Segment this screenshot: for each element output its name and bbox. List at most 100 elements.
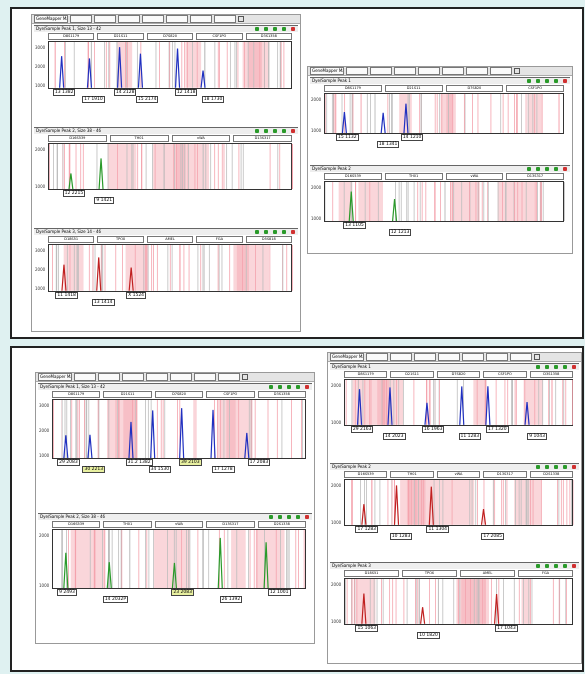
allele-call-label[interactable]: 26 1392 xyxy=(219,595,243,603)
marker-box[interactable]: D3S1358 xyxy=(257,391,307,398)
allele-call-label[interactable]: 15 2174 xyxy=(135,95,159,103)
marker-box[interactable]: CSF1PO xyxy=(506,85,564,92)
close-icon[interactable] xyxy=(534,354,540,360)
allele-call-label[interactable]: 15 1063 xyxy=(355,625,379,633)
allele-call-label[interactable]: 17 1278 xyxy=(212,466,235,474)
marker-box[interactable]: D16S539 xyxy=(344,470,388,478)
allele-call-label[interactable]: 18 1341 xyxy=(376,141,400,149)
allele-call-label[interactable]: 17 1320 xyxy=(485,425,509,433)
marker-box[interactable]: TH01 xyxy=(109,134,169,142)
marker-box[interactable]: D18S51 xyxy=(48,236,95,244)
allele-call-label[interactable]: 17 2083 xyxy=(247,459,271,467)
marker-box[interactable]: D13S317 xyxy=(206,520,255,528)
marker-box[interactable]: FGA xyxy=(196,236,243,244)
marker-box[interactable]: D5S818 xyxy=(245,236,293,244)
toolbar-field[interactable] xyxy=(170,373,192,381)
allele-call-label[interactable]: 12 1001 xyxy=(267,588,291,596)
allele-call-label[interactable]: 17 1043 xyxy=(495,625,518,633)
toolbar-field[interactable] xyxy=(194,373,216,381)
toolbar-field[interactable] xyxy=(394,67,416,75)
marker-box[interactable]: TPOX xyxy=(402,570,457,578)
allele-call-label[interactable]: 30 2213 xyxy=(82,466,106,474)
toolbar-field[interactable] xyxy=(442,67,464,75)
marker-box[interactable]: AMEL xyxy=(146,236,194,244)
marker-box[interactable]: D3S1358 xyxy=(529,371,574,378)
marker-box[interactable]: vWA xyxy=(171,134,231,142)
allele-call-label[interactable]: 10 1820 xyxy=(417,632,440,640)
marker-box[interactable]: D7S820 xyxy=(445,85,504,92)
allele-call-label[interactable]: 34 1530 xyxy=(148,466,172,474)
toolbar-field[interactable] xyxy=(214,15,236,23)
marker-box[interactable]: D7S820 xyxy=(436,371,481,378)
toolbar-field[interactable] xyxy=(190,15,212,23)
marker-box[interactable]: vWA xyxy=(154,520,204,528)
marker-box[interactable]: D21S11 xyxy=(390,371,434,378)
marker-box[interactable]: D16S539 xyxy=(324,172,382,180)
marker-box[interactable]: D18S51 xyxy=(344,570,399,578)
allele-call-label[interactable]: 9 1421 xyxy=(94,197,115,205)
marker-box[interactable]: D21S11 xyxy=(384,85,443,92)
allele-call-label[interactable]: 14 1210 xyxy=(400,134,424,142)
marker-box[interactable]: CSF1PO xyxy=(196,33,243,40)
allele-call-label[interactable]: 29 2083 xyxy=(57,459,80,467)
toolbar-field[interactable] xyxy=(486,353,508,361)
allele-call-label[interactable]: 13 1382 xyxy=(52,88,76,96)
marker-box[interactable]: D8S1179 xyxy=(344,371,388,378)
marker-box[interactable]: CSF1PO xyxy=(483,371,527,378)
toolbar-field[interactable] xyxy=(390,353,412,361)
allele-call-label[interactable]: 11 1304 xyxy=(426,525,450,533)
allele-call-label[interactable]: 13 1414 xyxy=(91,299,115,307)
marker-box[interactable]: TH01 xyxy=(384,172,443,180)
allele-call-label[interactable]: 9 1043 xyxy=(527,432,547,440)
toolbar-field[interactable] xyxy=(466,67,488,75)
allele-call-label[interactable]: 17 1283 xyxy=(355,525,379,533)
toolbar-field[interactable] xyxy=(414,353,436,361)
marker-box[interactable]: D3S1358 xyxy=(245,33,293,40)
toolbar-field[interactable] xyxy=(142,15,164,23)
toolbar-field[interactable] xyxy=(490,67,512,75)
marker-box[interactable]: D21S11 xyxy=(103,391,152,398)
allele-call-label[interactable]: 16 1963 xyxy=(421,425,445,433)
toolbar-field[interactable] xyxy=(218,373,240,381)
close-icon[interactable] xyxy=(238,16,244,22)
allele-call-label[interactable]: 11 1283 xyxy=(458,432,482,440)
close-icon[interactable] xyxy=(514,68,520,74)
allele-call-label[interactable]: 12 2215 xyxy=(62,190,86,198)
allele-call-label[interactable]: 12 1213 xyxy=(388,228,412,236)
marker-box[interactable]: D21S11 xyxy=(97,33,144,40)
allele-call-label[interactable]: 14 2128 xyxy=(113,88,137,96)
allele-call-label[interactable]: 14 2032P xyxy=(102,595,129,603)
marker-box[interactable]: D2S1338 xyxy=(529,470,574,478)
toolbar-field[interactable] xyxy=(146,373,168,381)
toolbar-field[interactable] xyxy=(438,353,460,361)
toolbar-field[interactable] xyxy=(510,353,532,361)
marker-box[interactable]: D8S1179 xyxy=(48,33,95,40)
allele-call-label[interactable]: 39 2103 xyxy=(179,459,202,467)
marker-box[interactable]: D16S539 xyxy=(48,134,107,142)
marker-box[interactable]: TH01 xyxy=(103,520,152,528)
toolbar-field[interactable] xyxy=(370,67,392,75)
marker-box[interactable]: TH01 xyxy=(390,470,434,478)
allele-call-label[interactable]: 17 1910 xyxy=(82,95,105,103)
toolbar-field[interactable] xyxy=(74,373,96,381)
marker-box[interactable]: D8S1179 xyxy=(52,391,101,398)
allele-call-label[interactable]: 18 1730 xyxy=(201,95,225,103)
marker-box[interactable]: D8S1179 xyxy=(324,85,382,92)
toolbar-field[interactable] xyxy=(70,15,92,23)
allele-call-label[interactable]: 10 1283 xyxy=(389,532,413,540)
toolbar-field[interactable] xyxy=(118,15,140,23)
marker-box[interactable]: vWA xyxy=(445,172,504,180)
marker-box[interactable]: CSF1PO xyxy=(206,391,255,398)
close-icon[interactable] xyxy=(242,374,248,380)
allele-call-label[interactable]: 13 1105 xyxy=(343,221,366,229)
allele-call-label[interactable]: X 1524 xyxy=(126,292,147,300)
marker-box[interactable]: D16S539 xyxy=(52,520,101,528)
marker-box[interactable]: D2S1338 xyxy=(257,520,307,528)
marker-box[interactable]: D7S820 xyxy=(154,391,204,398)
marker-box[interactable]: D13S317 xyxy=(233,134,292,142)
marker-box[interactable]: D13S317 xyxy=(506,172,564,180)
marker-box[interactable]: vWA xyxy=(436,470,481,478)
toolbar-field[interactable] xyxy=(346,67,368,75)
allele-call-label[interactable]: 11 1418 xyxy=(55,292,78,300)
allele-call-label[interactable]: 14 2023 xyxy=(382,432,406,440)
